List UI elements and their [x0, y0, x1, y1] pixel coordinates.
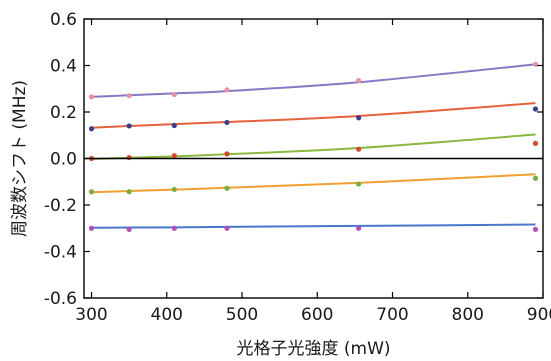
data-points [88, 61, 539, 233]
x-tick-labels: 300 400 500 600 700 800 900 [75, 305, 551, 325]
data-point-s1-6 [532, 61, 539, 67]
data-point-s2-2 [126, 123, 132, 129]
fit-curve-3 [91, 133, 536, 160]
y-tick-labels: -0.6 -0.4 -0.2 0.0 0.2 0.4 0.6 [44, 10, 77, 309]
data-point-s1-2 [126, 93, 132, 99]
x-tick-label: 300 [75, 305, 107, 325]
data-point-s5-1 [88, 225, 95, 231]
y-tick-label: -0.6 [44, 289, 77, 309]
fit-curve-4 [91, 173, 536, 194]
x-tick-label: 500 [226, 305, 258, 325]
data-point-s2-3 [171, 122, 177, 129]
data-point-s4-6 [532, 175, 539, 181]
y-tick-label: 0.2 [50, 103, 77, 123]
axis-ticks [84, 18, 544, 299]
data-point-s1-4 [224, 87, 230, 93]
fit-curve-5 [91, 223, 536, 229]
y-tick-label: -0.4 [44, 243, 77, 263]
data-point-s4-3 [171, 186, 177, 193]
x-tick-label: 900 [527, 305, 551, 325]
fit-curves [91, 63, 536, 229]
data-point-s4-5 [356, 181, 362, 187]
data-point-s4-2 [126, 189, 132, 195]
x-tick-label: 700 [376, 305, 408, 325]
data-point-s5-4 [224, 225, 230, 231]
x-axis-label: 光格子光強度 (mW) [236, 339, 390, 359]
data-point-s1-5 [356, 78, 362, 84]
data-point-s3-4 [224, 151, 230, 157]
data-point-s2-6 [532, 106, 539, 112]
x-tick-label: 400 [151, 305, 183, 325]
y-tick-label: -0.2 [44, 196, 77, 216]
data-point-s3-5 [356, 146, 362, 152]
y-tick-label: 0.6 [50, 10, 77, 30]
fit-curve-1 [91, 63, 536, 98]
data-point-s2-1 [88, 126, 95, 132]
data-point-s1-3 [171, 91, 177, 98]
data-point-s2-5 [356, 115, 362, 121]
data-point-s4-4 [224, 185, 230, 191]
data-point-s1-1 [88, 94, 95, 100]
data-point-s2-4 [224, 119, 230, 126]
data-point-s4-1 [88, 189, 95, 195]
data-point-s3-2 [126, 154, 132, 161]
x-tick-label: 600 [301, 305, 333, 325]
data-point-s5-2 [126, 226, 132, 233]
y-tick-label: 0.0 [50, 150, 77, 170]
x-tick-label: 800 [452, 305, 484, 325]
y-tick-label: 0.4 [50, 57, 77, 77]
data-point-s5-3 [171, 225, 177, 231]
data-point-s5-5 [356, 225, 362, 231]
data-point-s3-6 [532, 140, 539, 146]
fit-curve-2 [91, 102, 536, 129]
data-point-s3-3 [171, 153, 177, 159]
data-point-s5-6 [532, 226, 539, 233]
y-axis-label: 周波数シフト (MHz) [10, 80, 30, 237]
